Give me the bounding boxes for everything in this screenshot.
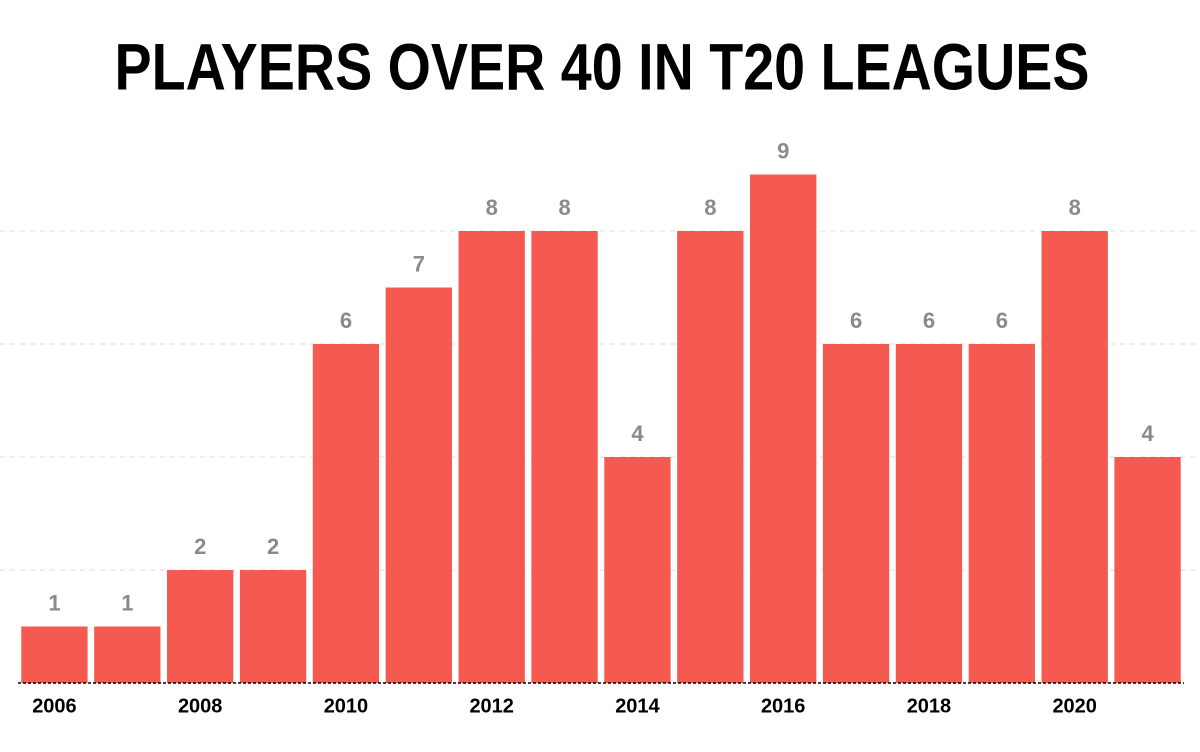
- value-label: 6: [850, 308, 862, 333]
- bar: [1114, 457, 1181, 683]
- bar: [239, 570, 307, 683]
- bar: [895, 344, 963, 683]
- x-tick-label: 2020: [1052, 695, 1097, 717]
- x-tick-label: 2016: [761, 695, 806, 717]
- bar: [531, 231, 598, 683]
- x-tick-label: 2018: [907, 695, 952, 717]
- bar: [458, 231, 525, 683]
- value-label: 8: [704, 195, 716, 220]
- bar: [968, 344, 1035, 683]
- value-label: 6: [340, 308, 352, 333]
- bar: [677, 231, 744, 683]
- value-label: 1: [121, 590, 133, 615]
- bar: [750, 174, 817, 683]
- value-label: 8: [558, 195, 570, 220]
- bar: [21, 626, 88, 683]
- bar: [822, 344, 890, 683]
- bar: [604, 457, 671, 683]
- x-tick-label: 2012: [469, 695, 514, 717]
- bar: [385, 287, 452, 683]
- chart-title: PLAYERS OVER 40 IN T20 LEAGUES: [115, 29, 1090, 103]
- x-tick-label: 2010: [324, 695, 369, 717]
- bar: [167, 570, 234, 683]
- bar: [1041, 231, 1108, 683]
- x-tick-label: 2014: [615, 695, 660, 717]
- value-label: 9: [777, 138, 789, 163]
- value-label: 8: [486, 195, 498, 220]
- value-label: 1: [48, 590, 60, 615]
- x-tick-label: 2008: [178, 695, 223, 717]
- x-tick-label: 2006: [32, 695, 77, 717]
- value-label: 8: [1069, 195, 1081, 220]
- value-label: 2: [194, 534, 206, 559]
- value-label: 7: [413, 251, 425, 276]
- value-label: 6: [923, 308, 935, 333]
- value-label: 4: [631, 421, 644, 446]
- value-label: 6: [996, 308, 1008, 333]
- bar: [94, 626, 161, 683]
- bar: [312, 344, 380, 683]
- value-label: 2: [267, 534, 279, 559]
- value-label: 4: [1141, 421, 1154, 446]
